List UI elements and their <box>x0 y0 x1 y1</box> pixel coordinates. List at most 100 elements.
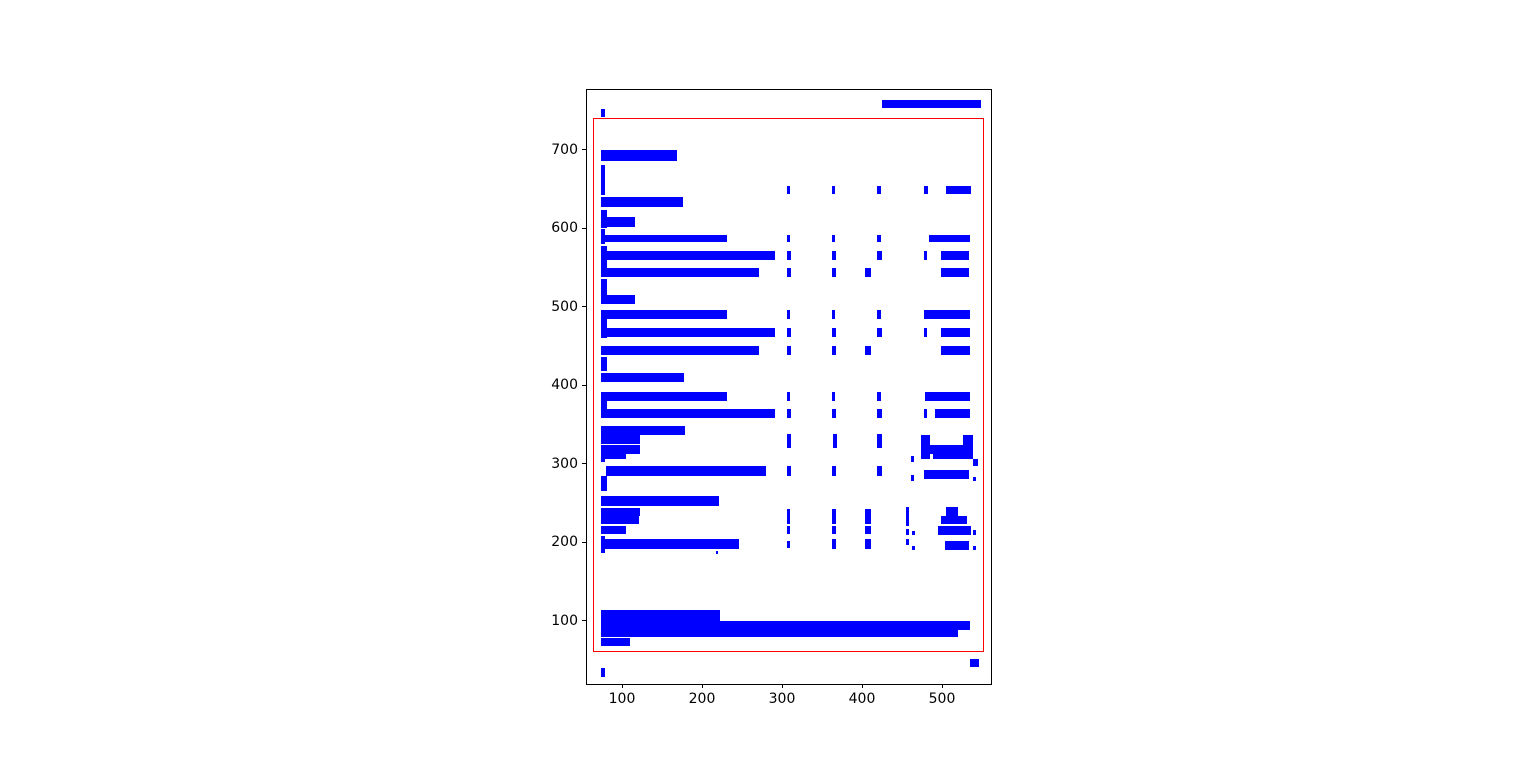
bbox-rect <box>906 529 910 535</box>
bbox-rect <box>601 621 971 631</box>
bbox-rect <box>601 108 605 118</box>
bbox-rect <box>923 250 927 261</box>
bbox-rect <box>831 539 836 549</box>
bbox-rect <box>864 526 871 534</box>
bbox-rect <box>601 391 727 402</box>
bbox-rect <box>831 345 836 355</box>
bbox-rect <box>601 310 727 319</box>
y-axis-tick <box>582 463 586 465</box>
bbox-rect <box>876 434 882 448</box>
bbox-rect <box>787 250 791 261</box>
bbox-rect <box>601 278 607 296</box>
bbox-rect <box>601 235 727 243</box>
bbox-rect <box>601 409 775 418</box>
y-tick-label: 500 <box>551 298 578 315</box>
bbox-rect <box>906 507 910 526</box>
bbox-rect <box>715 551 719 555</box>
bbox-rect <box>944 541 970 550</box>
bbox-rect <box>911 545 915 550</box>
bbox-rect <box>906 539 910 545</box>
y-axis-tick <box>582 384 586 386</box>
y-axis-tick <box>582 541 586 543</box>
bbox-rect <box>831 267 836 278</box>
bbox-rect <box>601 445 640 454</box>
bbox-rect <box>601 267 759 278</box>
bbox-rect <box>970 658 979 668</box>
y-tick-label: 300 <box>551 455 578 472</box>
y-axis-tick <box>582 306 586 308</box>
bbox-rect <box>601 435 640 444</box>
bbox-rect <box>831 235 835 243</box>
bbox-rect <box>972 545 976 550</box>
bbox-rect <box>601 610 720 621</box>
bbox-rect <box>601 357 607 371</box>
y-axis-tick <box>582 620 586 621</box>
bbox-rect <box>787 508 791 524</box>
bbox-rect <box>601 250 775 261</box>
bbox-rect <box>787 186 791 195</box>
bbox-rect <box>601 638 631 647</box>
bbox-rect <box>946 507 959 517</box>
bbox-rect <box>601 526 627 534</box>
x-axis-tick <box>702 684 703 688</box>
bbox-rect <box>831 526 836 534</box>
x-tick-label: 200 <box>688 691 716 707</box>
bbox-rect <box>831 186 835 195</box>
bbox-rect <box>920 445 974 454</box>
bbox-rect <box>876 466 882 476</box>
bbox-rect <box>923 327 927 337</box>
bbox-rect <box>787 391 791 402</box>
bbox-rect <box>864 267 871 278</box>
bbox-rect <box>601 150 678 162</box>
bbox-rect <box>831 310 835 319</box>
bbox-rect <box>972 477 976 482</box>
y-tick-label: 600 <box>551 220 578 237</box>
plot-area <box>586 89 992 685</box>
bbox-rect <box>935 409 971 418</box>
bbox-rect <box>601 630 959 637</box>
bbox-rect <box>864 539 871 549</box>
bbox-rect <box>601 295 635 304</box>
bbox-rect <box>601 496 719 506</box>
bbox-rect <box>600 668 605 678</box>
x-tick-label: 500 <box>928 691 956 707</box>
bbox-rect <box>787 466 791 476</box>
bbox-rect <box>601 475 607 491</box>
bbox-rect <box>601 197 683 208</box>
bbox-rect <box>923 310 971 319</box>
bbox-rect <box>920 435 931 446</box>
bbox-rect <box>787 409 791 418</box>
bbox-rect <box>787 345 791 355</box>
bbox-rect <box>787 541 791 549</box>
bbox-rect <box>911 530 915 535</box>
bbox-rect <box>606 466 767 476</box>
bbox-rect <box>923 409 927 418</box>
bbox-rect <box>864 345 871 355</box>
bbox-rect <box>601 453 627 459</box>
bbox-rect <box>929 235 971 243</box>
x-axis-tick <box>782 684 783 688</box>
bbox-rect <box>601 458 605 463</box>
bbox-rect <box>832 434 837 448</box>
x-tick-label: 300 <box>768 691 796 707</box>
bbox-rect <box>787 526 791 534</box>
bbox-rect <box>831 508 836 524</box>
bbox-rect <box>601 515 639 524</box>
bbox-rect <box>876 327 882 337</box>
bbox-rect <box>946 186 971 195</box>
x-axis-tick <box>862 684 863 688</box>
bbox-rect <box>601 425 685 435</box>
bbox-rect <box>876 409 882 418</box>
bbox-rect <box>601 508 640 516</box>
y-tick-label: 200 <box>551 534 578 550</box>
bbox-rect <box>882 100 981 108</box>
bbox-rect <box>923 469 970 479</box>
bbox-rect <box>940 267 970 278</box>
bbox-rect <box>601 373 684 382</box>
bbox-rect <box>923 186 928 195</box>
bbox-rect <box>787 310 791 319</box>
bbox-rect <box>601 345 759 355</box>
bbox-rect <box>924 391 971 402</box>
bbox-rect <box>831 409 836 418</box>
